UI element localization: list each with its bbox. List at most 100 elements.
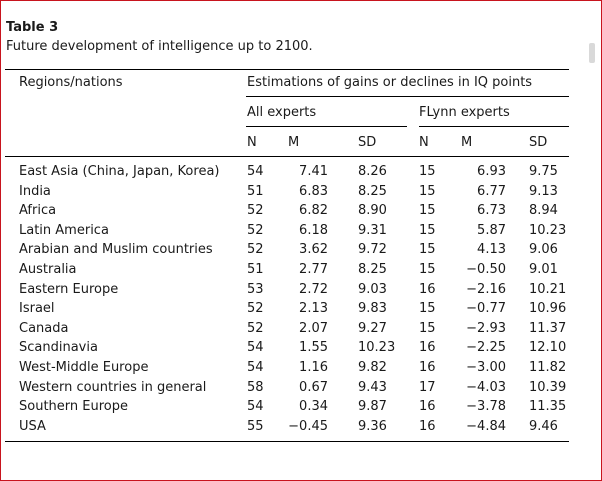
- cell-sd2: 11.82: [529, 360, 567, 375]
- cell-sd1: 9.36: [358, 418, 387, 434]
- header-rule: [5, 156, 569, 157]
- cell-sd2: 9.75: [529, 164, 558, 179]
- header-flynn-experts: FLynn experts: [419, 105, 510, 120]
- cell-n1: 54: [247, 360, 264, 375]
- cell-m1: 2.72: [299, 281, 328, 297]
- cell-m2: −3.78: [466, 399, 506, 415]
- cell-n2: 15: [419, 183, 436, 199]
- cell-m2: −3.00: [466, 360, 506, 375]
- cell-n2: 15: [419, 262, 436, 277]
- cell-sd2: 9.13: [529, 183, 558, 199]
- cell-m2: −2.16: [466, 281, 506, 297]
- table-caption: Future development of intelligence up to…: [6, 39, 313, 54]
- col-header-n1: N: [247, 135, 257, 150]
- cell-sd1: 9.83: [358, 301, 387, 317]
- cell-sd1: 9.82: [358, 360, 387, 375]
- cell-n1: 51: [247, 262, 264, 277]
- cell-m2: −2.25: [466, 340, 506, 356]
- cell-sd2: 9.46: [529, 418, 558, 434]
- header-regions: Regions/nations: [19, 75, 123, 90]
- header-all-experts: All experts: [247, 105, 317, 120]
- cell-region: West-Middle Europe: [19, 360, 149, 375]
- cell-region: Western countries in general: [19, 379, 207, 395]
- scrollbar-thumb[interactable]: [589, 43, 595, 63]
- cell-m1: 1.55: [299, 340, 328, 356]
- cell-m1: −0.45: [288, 418, 328, 434]
- cell-n1: 54: [247, 340, 264, 356]
- cell-sd1: 8.90: [358, 203, 387, 219]
- cell-sd2: 8.94: [529, 203, 558, 219]
- col-header-sd2: SD: [529, 135, 548, 150]
- cell-n1: 52: [247, 222, 264, 238]
- cell-n1: 54: [247, 164, 264, 179]
- cell-region: Australia: [19, 262, 77, 277]
- cell-sd1: 9.31: [358, 222, 387, 238]
- cell-m2: 6.93: [477, 164, 506, 179]
- header-estimations: Estimations of gains or declines in IQ p…: [247, 75, 533, 90]
- cell-m1: 2.13: [299, 301, 328, 317]
- cell-m1: 6.18: [299, 222, 328, 238]
- col-header-n2: N: [419, 135, 429, 150]
- cell-sd2: 10.39: [529, 379, 567, 395]
- cell-region: Arabian and Muslim countries: [19, 242, 213, 258]
- cell-sd2: 10.96: [529, 301, 567, 317]
- cell-n2: 15: [419, 320, 436, 336]
- cell-n2: 16: [419, 360, 436, 375]
- cell-m2: 6.77: [477, 183, 506, 199]
- cell-region: Canada: [19, 320, 69, 336]
- cell-sd1: 9.03: [358, 281, 387, 297]
- cell-sd1: 9.43: [358, 379, 387, 395]
- col-header-sd1: SD: [358, 135, 377, 150]
- cell-m2: 5.87: [477, 222, 506, 238]
- cell-region: Southern Europe: [19, 399, 128, 415]
- cell-region: Israel: [19, 301, 55, 317]
- cell-region: Scandinavia: [19, 340, 98, 356]
- cell-n1: 52: [247, 320, 264, 336]
- cell-n2: 16: [419, 418, 436, 434]
- cell-sd2: 12.10: [529, 340, 567, 356]
- cell-m2: −2.93: [466, 320, 506, 336]
- cell-region: USA: [19, 418, 46, 434]
- cell-m1: 0.67: [299, 379, 328, 395]
- cell-n1: 54: [247, 399, 264, 415]
- cell-m1: 2.07: [299, 320, 328, 336]
- cell-m2: −0.50: [466, 262, 506, 277]
- cell-n2: 15: [419, 222, 436, 238]
- col-header-m2: M: [461, 135, 473, 150]
- cell-n1: 53: [247, 281, 264, 297]
- cell-m1: 6.82: [299, 203, 328, 219]
- cell-n2: 17: [419, 379, 436, 395]
- cell-sd2: 11.35: [529, 399, 567, 415]
- cell-m2: −4.03: [466, 379, 506, 395]
- cell-m1: 6.83: [299, 183, 328, 199]
- cell-n2: 15: [419, 203, 436, 219]
- cell-sd2: 9.01: [529, 262, 558, 277]
- cell-n2: 15: [419, 242, 436, 258]
- cell-n2: 16: [419, 340, 436, 356]
- all-experts-rule: [246, 126, 407, 127]
- cell-sd2: 10.21: [529, 281, 567, 297]
- cell-sd1: 9.27: [358, 320, 387, 336]
- cell-region: East Asia (China, Japan, Korea): [19, 164, 220, 179]
- cell-m2: −4.84: [466, 418, 506, 434]
- cell-sd2: 9.06: [529, 242, 558, 258]
- cell-sd2: 10.23: [529, 222, 567, 238]
- cell-sd1: 8.25: [358, 262, 387, 277]
- cell-region: Latin America: [19, 222, 109, 238]
- cell-n1: 58: [247, 379, 264, 395]
- cell-n2: 16: [419, 399, 436, 415]
- cell-sd1: 9.72: [358, 242, 387, 258]
- cell-m1: 1.16: [299, 360, 328, 375]
- table-label: Table 3: [6, 20, 59, 35]
- cell-sd2: 11.37: [529, 320, 567, 336]
- estimations-rule: [246, 96, 569, 97]
- cell-sd1: 8.25: [358, 183, 387, 199]
- cell-n2: 15: [419, 164, 436, 179]
- cell-region: Eastern Europe: [19, 281, 119, 297]
- bottom-rule: [5, 441, 569, 442]
- cell-n1: 52: [247, 242, 264, 258]
- cell-m1: 2.77: [299, 262, 328, 277]
- cell-m2: 6.73: [477, 203, 506, 219]
- cell-m1: 0.34: [299, 399, 328, 415]
